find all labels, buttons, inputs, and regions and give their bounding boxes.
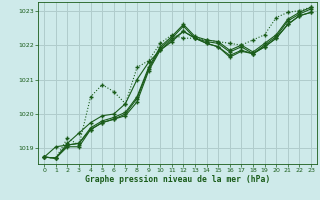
X-axis label: Graphe pression niveau de la mer (hPa): Graphe pression niveau de la mer (hPa): [85, 175, 270, 184]
